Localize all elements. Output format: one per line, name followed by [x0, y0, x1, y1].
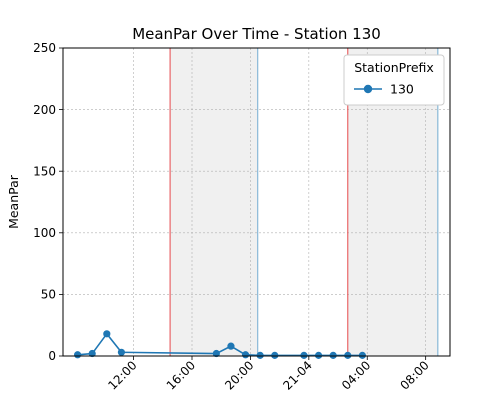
y-tick-label-1: 50 [41, 288, 56, 302]
data-point-0-8 [271, 351, 279, 359]
data-point-0-12 [344, 351, 352, 359]
night-band-0 [170, 48, 258, 356]
legend-title: StationPrefix [354, 60, 434, 75]
data-point-0-7 [256, 351, 264, 359]
x-tick-label-5: 08:00 [397, 358, 431, 392]
data-point-0-5 [227, 342, 235, 350]
data-point-0-1 [88, 349, 96, 358]
x-tick-label-1: 16:00 [164, 358, 198, 392]
data-point-0-6 [241, 351, 250, 359]
x-axis-ticks: 12:00 16:00 20:00 21-04 04:00 08:00 [105, 356, 432, 393]
y-tick-label-2: 100 [33, 226, 56, 240]
data-point-0-2 [103, 330, 111, 338]
legend-series-label: 130 [390, 82, 414, 97]
plot-frame [62, 47, 451, 357]
chart-title: MeanPar Over Time - Station 130 [132, 25, 381, 43]
data-point-0-3 [117, 348, 126, 356]
x-tick-label-0: 12:00 [105, 358, 139, 392]
series-points [74, 330, 366, 359]
y-axis-label: MeanPar [6, 174, 21, 229]
legend-series-marker [363, 84, 373, 94]
y-tick-label-5: 250 [33, 41, 56, 55]
data-point-0-4 [212, 349, 220, 358]
y-tick-label-0: 0 [48, 349, 56, 363]
x-tick-label-3: 21-04 [280, 358, 315, 393]
data-point-0-11 [329, 351, 337, 359]
data-point-0-0 [74, 351, 82, 359]
x-tick-label-2: 20:00 [222, 358, 256, 392]
y-axis-ticks: 0 50 100 150 200 250 [33, 41, 63, 363]
data-point-0-9 [300, 351, 308, 359]
data-point-0-10 [314, 351, 323, 359]
y-tick-label-4: 200 [33, 103, 56, 117]
legend: StationPrefix 130 [343, 54, 445, 106]
data-point-0-13 [358, 351, 366, 359]
x-tick-label-4: 04:00 [339, 358, 373, 392]
y-tick-label-3: 150 [33, 164, 56, 178]
